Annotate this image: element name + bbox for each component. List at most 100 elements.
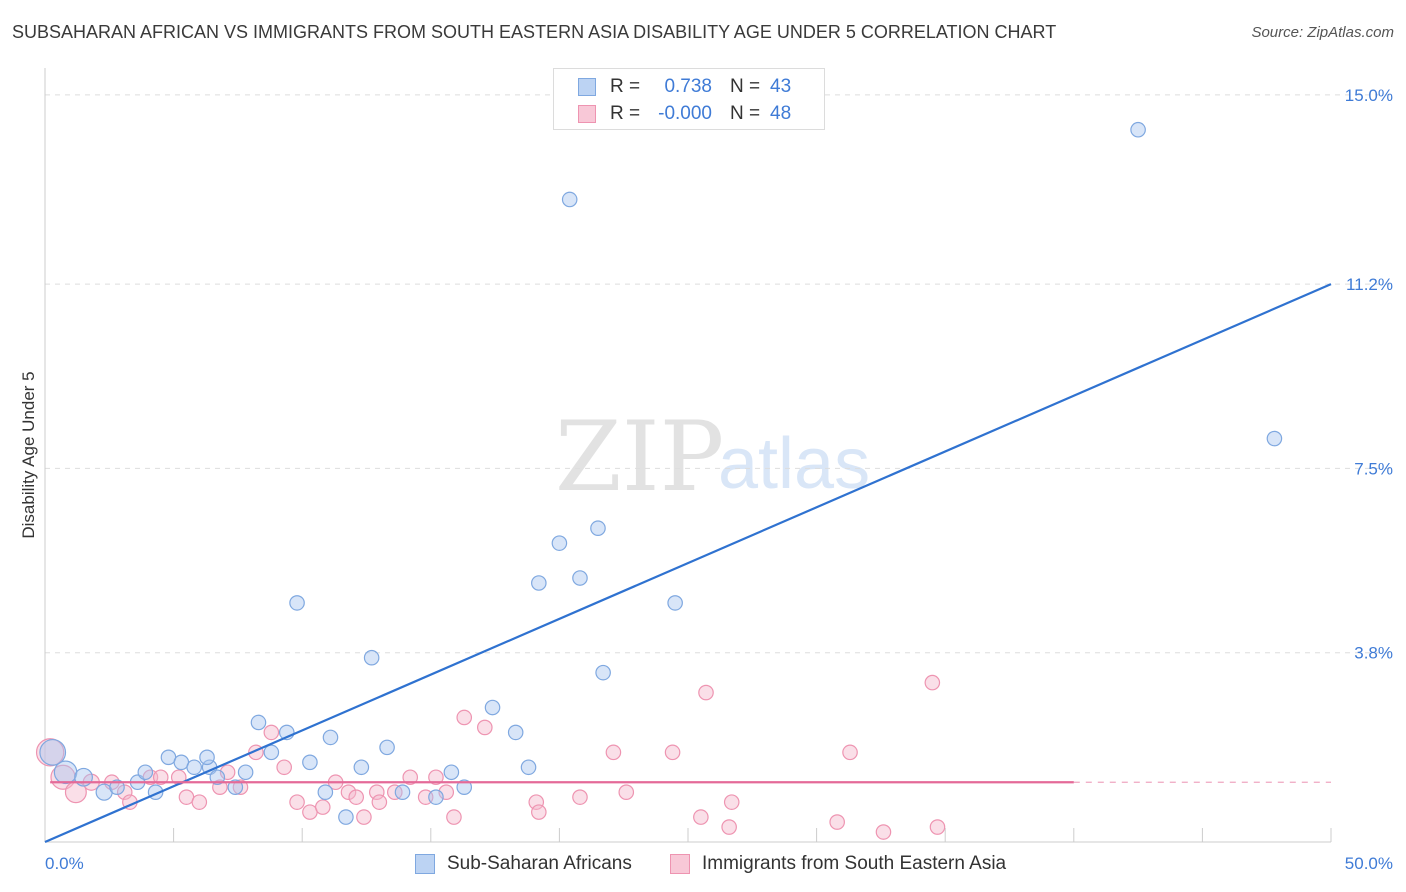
pink-data-point bbox=[178, 789, 195, 805]
blue-data-point bbox=[572, 570, 588, 586]
blue-data-point bbox=[160, 749, 177, 766]
blue-data-point bbox=[109, 779, 125, 796]
blue-data-point bbox=[74, 767, 93, 787]
pink-data-point bbox=[348, 789, 365, 805]
blue-data-point bbox=[443, 764, 460, 781]
y-tick-label: 3.8% bbox=[1354, 644, 1393, 663]
pink-data-point bbox=[528, 794, 545, 810]
bottom-legend-swatch-blue bbox=[415, 854, 435, 874]
pink-data-point bbox=[531, 804, 547, 820]
pink-data-point bbox=[924, 674, 941, 691]
x-tick-label: 50.0% bbox=[1345, 854, 1393, 873]
blue-trend-line bbox=[44, 283, 1332, 844]
pink-data-point bbox=[232, 779, 249, 796]
blue-data-point bbox=[263, 744, 280, 761]
watermark: ZIP atlas bbox=[555, 401, 870, 513]
legend-r-label: R = bbox=[610, 103, 641, 124]
legend-swatch-pink bbox=[578, 105, 596, 123]
blue-data-point bbox=[595, 664, 611, 681]
pink-data-point bbox=[456, 709, 473, 726]
blue-data-point bbox=[137, 764, 154, 781]
legend-r-value: 0.738 bbox=[664, 76, 712, 97]
blue-data-point bbox=[317, 784, 334, 800]
blue-data-point bbox=[520, 759, 537, 776]
y-tick-label: 7.5% bbox=[1354, 459, 1393, 478]
pink-data-point bbox=[428, 769, 444, 786]
blue-data-point bbox=[199, 749, 215, 766]
blue-data-point bbox=[338, 809, 354, 825]
blue-data-point bbox=[456, 779, 473, 796]
blue-data-point bbox=[186, 759, 202, 776]
blue-data-point bbox=[302, 754, 318, 771]
data-points bbox=[35, 121, 1283, 840]
pink-data-point bbox=[572, 789, 588, 805]
y-tick-label: 11.2% bbox=[1346, 275, 1393, 294]
bottom-legend-label-blue: Sub-Saharan Africans bbox=[447, 853, 632, 874]
chart-title: SUBSAHARAN AFRICAN VS IMMIGRANTS FROM SO… bbox=[12, 22, 1057, 42]
legend-swatch-blue bbox=[578, 78, 596, 96]
bottom-legend-swatch-pink bbox=[670, 854, 690, 874]
legend-n-label: N = bbox=[730, 103, 761, 124]
blue-data-point bbox=[39, 738, 67, 766]
source-credit: Source: ZipAtlas.com bbox=[1251, 24, 1394, 41]
pink-data-point bbox=[191, 794, 208, 810]
blue-data-point bbox=[237, 764, 254, 781]
pink-data-point bbox=[35, 738, 65, 767]
blue-data-point bbox=[484, 699, 501, 716]
y-axis-label: Disability Age Under 5 bbox=[19, 371, 38, 538]
pink-data-point bbox=[371, 794, 388, 810]
blue-data-point bbox=[590, 520, 606, 537]
blue-data-point bbox=[322, 729, 339, 746]
pink-data-point bbox=[477, 719, 493, 736]
blue-data-point bbox=[531, 575, 547, 591]
pink-data-point bbox=[116, 784, 133, 800]
trend-lines bbox=[44, 283, 1332, 844]
correlation-legend: R = 0.738 N = 43 R = -0.000 N = 48 bbox=[553, 68, 825, 130]
legend-row-pink: R = -0.000 N = 48 bbox=[578, 102, 809, 126]
pink-data-point bbox=[723, 794, 740, 810]
legend-n-label: N = bbox=[730, 76, 761, 97]
pink-data-point bbox=[368, 784, 385, 800]
watermark-zip: ZIP bbox=[555, 401, 724, 513]
blue-data-point bbox=[363, 649, 380, 666]
pink-data-point bbox=[929, 819, 946, 835]
bottom-legend-pink: Immigrants from South Eastern Asia bbox=[670, 851, 1006, 877]
blue-data-point bbox=[173, 754, 190, 771]
blue-data-point bbox=[379, 739, 395, 756]
legend-n-value: 43 bbox=[770, 76, 792, 97]
legend-n-value: 48 bbox=[770, 103, 792, 124]
pink-data-point bbox=[721, 819, 737, 835]
grid-lines bbox=[45, 94, 1390, 654]
blue-data-point bbox=[667, 595, 683, 611]
pink-data-point bbox=[829, 814, 845, 830]
blue-data-point bbox=[209, 769, 226, 786]
pink-data-point bbox=[314, 799, 331, 815]
pink-data-point bbox=[664, 744, 681, 761]
blue-data-point bbox=[1130, 121, 1146, 138]
bottom-legend-blue: Sub-Saharan Africans bbox=[415, 851, 632, 877]
blue-data-point bbox=[507, 724, 524, 741]
pink-data-point bbox=[356, 809, 372, 825]
pink-data-point bbox=[402, 769, 419, 786]
pink-data-point bbox=[446, 809, 462, 825]
blue-data-point bbox=[53, 760, 78, 785]
blue-data-point bbox=[353, 759, 370, 776]
pink-data-point bbox=[698, 684, 714, 701]
pink-data-point bbox=[605, 744, 622, 761]
legend-row-blue: R = 0.738 N = 43 bbox=[578, 75, 809, 99]
pink-data-point bbox=[618, 784, 635, 800]
pink-data-point bbox=[152, 769, 169, 786]
y-tick-label: 15.0% bbox=[1345, 86, 1393, 105]
pink-data-point bbox=[276, 759, 292, 776]
axes bbox=[44, 68, 1332, 843]
blue-data-point bbox=[250, 714, 267, 731]
tick-labels: 3.8% 7.5% 11.2% 15.0% 0.0% 50.0% bbox=[45, 86, 1393, 873]
blue-data-point bbox=[289, 595, 305, 611]
bottom-legend-label-pink: Immigrants from South Eastern Asia bbox=[702, 853, 1007, 874]
pink-data-point bbox=[693, 809, 709, 825]
pink-data-point bbox=[842, 744, 858, 761]
pink-data-point bbox=[302, 804, 318, 820]
blue-data-point bbox=[394, 784, 411, 800]
pink-data-point bbox=[263, 724, 280, 741]
